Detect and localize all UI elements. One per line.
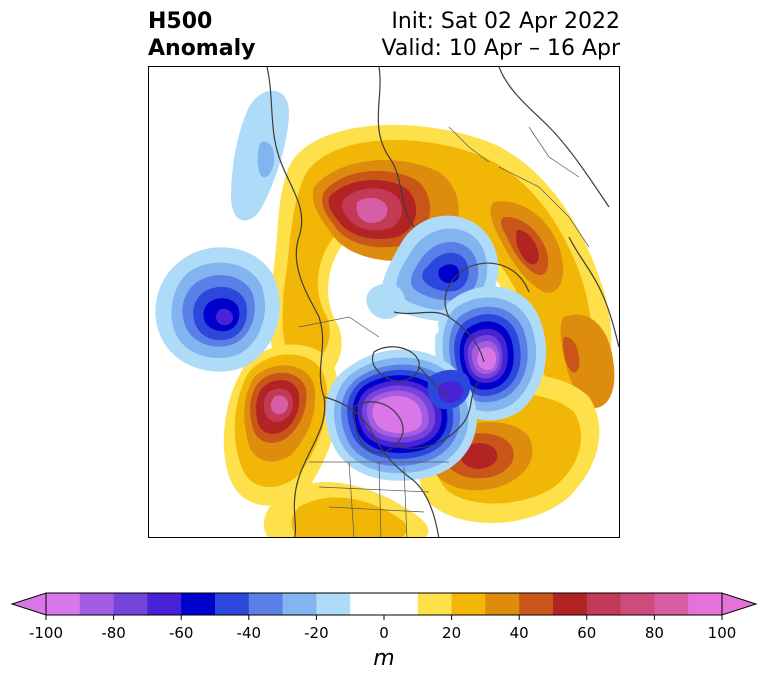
colorbar-swatch [316,593,351,615]
colorbar-swatch [688,593,723,615]
colorbar-tick-label: 60 [577,624,596,642]
colorbar-ticks: -100 -80 -60 -40 -20 0 20 40 60 80 100 [29,615,736,642]
political-borders [298,126,590,537]
colorbar-tick-label: -80 [101,624,126,642]
colorbar: -100 -80 -60 -40 -20 0 20 40 60 80 100 [10,592,758,642]
colorbar-over-arrow [721,592,758,616]
colorbar-swatch [282,593,317,615]
map-title: H500 Anomaly [148,8,255,62]
coastlines [266,67,619,537]
colorbar-swatch [553,593,588,615]
zero-contour-gap [415,321,439,337]
trough-hudson-bay-great-lakes [325,349,477,481]
colorbar-tick-label: 100 [708,624,737,642]
ridge-east-siberia [560,314,615,408]
colorbar-tick-label: -60 [169,624,194,642]
colorbar-swatch [46,593,81,615]
colorbar-tick-label: 20 [442,624,461,642]
colorbar-swatch [248,593,284,615]
colorbar-swatch [586,593,622,615]
colorbar-tick-label: -20 [304,624,329,642]
map-panel [148,66,620,538]
colorbar-tick-label: 40 [510,624,529,642]
colorbar-swatch [350,593,419,615]
ridge-pacific-northwest [223,344,340,506]
colorbar-swatch [417,593,453,615]
trough-alaska-beaufort [231,90,289,221]
ridge-southern-band [263,482,429,537]
colorbar-tick-label: -40 [237,624,262,642]
colorbar-swatch [79,593,115,615]
colorbar-swatch [451,593,486,615]
colorbar-swatch [147,593,182,615]
ridge-siberia [490,201,564,293]
colorbar-swatch [519,593,554,615]
trough-connector [427,369,471,410]
valid-range: Valid: 10 Apr – 16 Apr [381,36,621,61]
title-line-1: H500 [148,9,213,34]
colorbar-swatch [485,593,520,615]
map-dates: Init: Sat 02 Apr 2022 Valid: 10 Apr – 16… [382,8,621,62]
colorbar-swatch [181,593,216,615]
trough-north-pacific [155,247,280,372]
colorbar-swatch [113,593,148,615]
colorbar-units: m [373,646,395,671]
colorbar-swatches [46,593,723,615]
init-date: Init: Sat 02 Apr 2022 [391,9,620,34]
colorbar-tick-label: 80 [645,624,664,642]
colorbar-tick-label: -100 [29,624,63,642]
trough-greenland-baffin [435,286,547,421]
title-line-2: Anomaly [148,36,256,61]
colorbar-swatch [654,593,689,615]
colorbar-tick-label: 0 [379,624,389,642]
colorbar-swatch [620,593,655,615]
anomaly-map [155,67,619,537]
colorbar-under-arrow [10,592,47,616]
colorbar-swatch [215,593,250,615]
